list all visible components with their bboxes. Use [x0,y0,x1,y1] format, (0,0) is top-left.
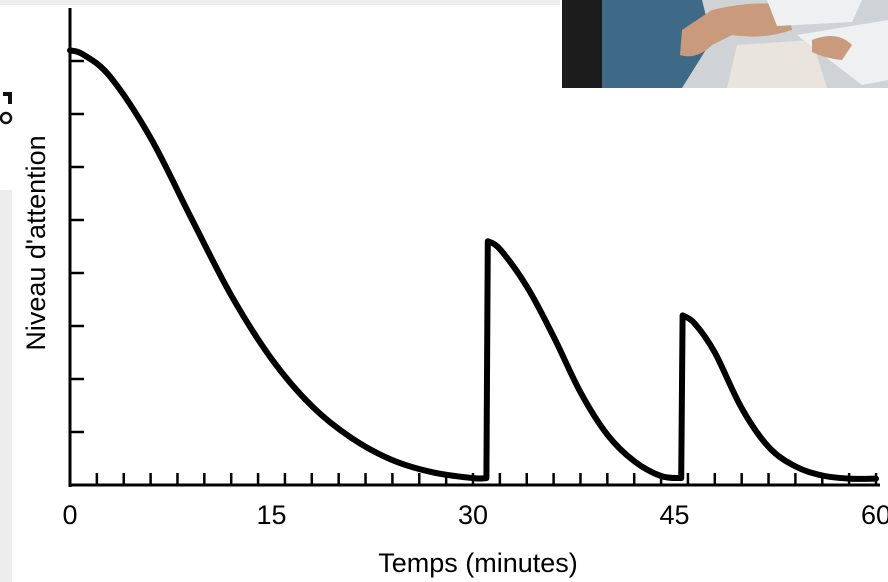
background-band [0,190,12,582]
x-tick-label: 45 [659,500,689,530]
x-tick-label: 0 [62,500,77,530]
y-axis-title: Niveau d'attention [21,135,51,350]
x-tick-label: 30 [458,500,488,530]
background-photo [562,0,888,88]
partial-background-glyph [0,92,13,125]
x-tick-label: 60 [861,500,888,530]
x-axis-title: Temps (minutes) [378,548,578,578]
background-band [0,0,560,5]
attention-curve [67,47,879,482]
x-tick-label: 15 [256,500,286,530]
